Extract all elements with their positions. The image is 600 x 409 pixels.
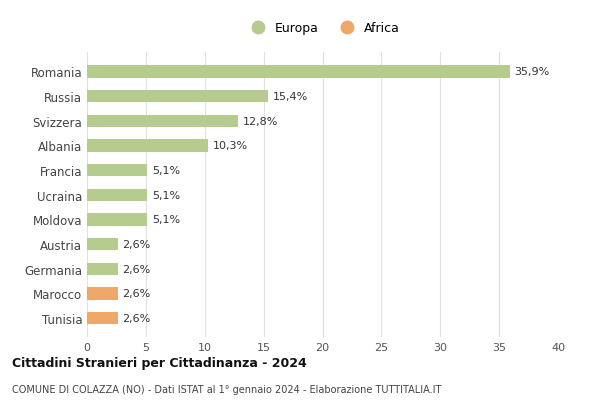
Text: 35,9%: 35,9% — [514, 67, 550, 77]
Text: 2,6%: 2,6% — [122, 240, 151, 249]
Bar — [87, 91, 268, 103]
Bar — [87, 263, 118, 275]
Bar — [87, 238, 118, 251]
Bar — [87, 214, 147, 226]
Text: 12,8%: 12,8% — [242, 117, 278, 126]
Bar — [87, 312, 118, 324]
Text: 2,6%: 2,6% — [122, 313, 151, 324]
Text: COMUNE DI COLAZZA (NO) - Dati ISTAT al 1° gennaio 2024 - Elaborazione TUTTITALIA: COMUNE DI COLAZZA (NO) - Dati ISTAT al 1… — [12, 384, 442, 394]
Text: 5,1%: 5,1% — [152, 215, 180, 225]
Text: 15,4%: 15,4% — [273, 92, 308, 102]
Bar — [87, 164, 147, 177]
Text: 2,6%: 2,6% — [122, 289, 151, 299]
Bar — [87, 288, 118, 300]
Text: 10,3%: 10,3% — [213, 141, 248, 151]
Bar — [87, 115, 238, 128]
Bar — [87, 140, 208, 152]
Legend: Europa, Africa: Europa, Africa — [242, 20, 403, 38]
Text: 2,6%: 2,6% — [122, 264, 151, 274]
Bar — [87, 66, 510, 79]
Text: Cittadini Stranieri per Cittadinanza - 2024: Cittadini Stranieri per Cittadinanza - 2… — [12, 356, 307, 369]
Text: 5,1%: 5,1% — [152, 166, 180, 176]
Text: 5,1%: 5,1% — [152, 190, 180, 200]
Bar — [87, 189, 147, 202]
